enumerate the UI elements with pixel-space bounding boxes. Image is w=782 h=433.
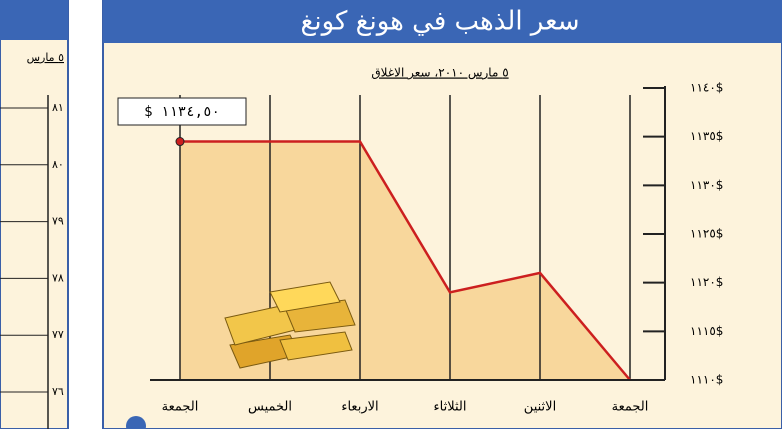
x-tick-label: الثلاثاء xyxy=(434,400,467,415)
y-tick-label: ١١٢٥$ xyxy=(690,227,723,241)
value-label: $ ١١٣٤,٥٠ xyxy=(144,104,220,120)
y-tick-label: ١١٣٠$ xyxy=(690,178,723,192)
y-tick-label: ٧٩ xyxy=(52,215,64,228)
x-tick-label: الجمعة xyxy=(612,400,649,415)
y-tick-label: ١١١٠$ xyxy=(690,373,723,387)
left-header xyxy=(0,0,68,40)
x-tick-label: الخميس xyxy=(248,400,292,415)
y-tick-label: ١١١٥$ xyxy=(690,324,723,338)
chart-title: سعر الذهب في هونغ كونغ xyxy=(301,7,580,37)
y-tick-label: ٧٨ xyxy=(52,271,64,284)
point xyxy=(176,138,184,146)
left-subtitle: ٥ مارس xyxy=(27,51,64,64)
x-tick-label: الجمعة xyxy=(162,400,199,415)
y-tick-label: ١١٤٠$ xyxy=(690,81,723,95)
y-tick-label: ٨٠ xyxy=(52,158,64,171)
x-tick-label: الاثنين xyxy=(524,400,556,415)
y-tick-label: ١١٢٠$ xyxy=(690,275,723,289)
page: ٥ مارس سعر الذهب في هونغ كونغ ٥ مارس ٢٠١… xyxy=(0,0,782,429)
chart-subtitle: ٥ مارس ٢٠١٠، سعر الاغلاق xyxy=(371,66,508,81)
x-tick-label: الاربعاء xyxy=(341,400,378,415)
y-tick-label: ٨١ xyxy=(52,101,64,114)
y-tick-label: ٧٦ xyxy=(52,385,64,398)
y-tick-label: ١١٣٥$ xyxy=(690,129,723,143)
y-tick-label: ٧٧ xyxy=(52,328,64,341)
